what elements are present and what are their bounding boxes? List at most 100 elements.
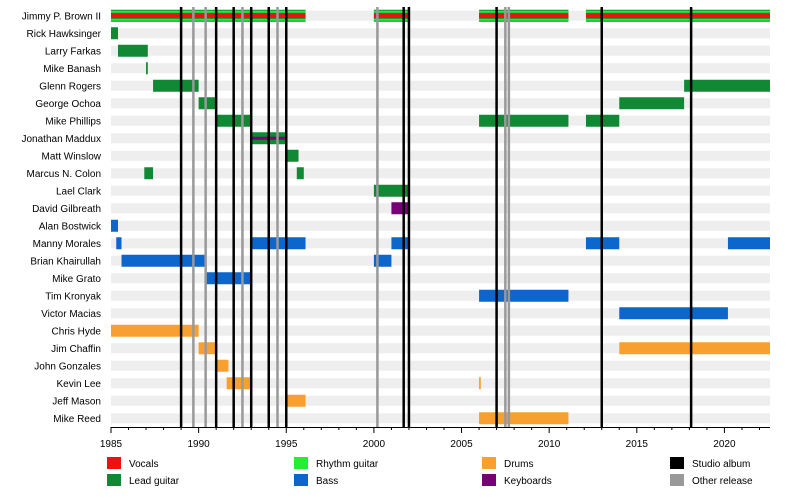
member-label-larry-farkas: Larry Farkas bbox=[45, 46, 101, 57]
member-label-mike-banash: Mike Banash bbox=[43, 64, 101, 75]
legend-swatch-lead-guitar bbox=[107, 474, 121, 486]
member-label-victor-macias: Victor Macias bbox=[41, 309, 101, 320]
row-band-jonathan-maddux bbox=[111, 133, 770, 144]
bar-marcus-n-colon-0 bbox=[144, 167, 154, 180]
bar-larry-farkas-0 bbox=[118, 44, 148, 57]
bar-lael-clark-0 bbox=[373, 184, 409, 197]
bar-victor-macias-0 bbox=[619, 307, 728, 320]
bar-mike-banash-0 bbox=[146, 62, 148, 75]
bar-jim-chaffin-0 bbox=[198, 342, 217, 355]
row-band-mike-reed bbox=[111, 413, 770, 424]
bar-jimmy-p-brown-ii-2-rhythm-top bbox=[479, 10, 569, 13]
row-band-george-ochoa bbox=[111, 98, 770, 109]
bar-jimmy-p-brown-ii-3-rhythm-bottom bbox=[585, 18, 770, 21]
tick-label-2015: 2015 bbox=[626, 439, 649, 450]
tick-label-2005: 2005 bbox=[450, 439, 473, 450]
bar-jimmy-p-brown-ii-1-rhythm-top bbox=[373, 10, 409, 13]
legend-swatch-keyboards bbox=[482, 474, 496, 486]
legend-swatch-vocals bbox=[107, 457, 121, 469]
bar-matt-winslow-0 bbox=[286, 149, 299, 162]
legend-swatch-rhythm-guitar bbox=[294, 457, 308, 469]
member-labels: Jimmy P. Brown II Rick Hawksinger Larry Fa… bbox=[21, 11, 102, 425]
bar-jimmy-p-brown-ii-1-rhythm-bottom bbox=[373, 18, 409, 21]
bar-jimmy-p-brown-ii-3-vocals bbox=[585, 13, 770, 18]
bar-alan-bostwick-0 bbox=[111, 219, 119, 232]
member-label-jeff-mason: Jeff Mason bbox=[52, 396, 101, 407]
bar-kevin-lee-0 bbox=[226, 377, 252, 390]
member-label-brian-khairullah: Brian Khairullah bbox=[30, 256, 101, 267]
legend-label-other-release: Other release bbox=[692, 476, 753, 487]
bar-mike-grato-0 bbox=[205, 272, 252, 285]
row-band-john-gonzales bbox=[111, 360, 770, 371]
bar-jimmy-p-brown-ii-2-rhythm-bottom bbox=[479, 18, 569, 21]
member-label-marcus-n-colon: Marcus N. Colon bbox=[27, 169, 101, 180]
bar-brian-khairullah-0 bbox=[121, 254, 206, 267]
row-band-rick-hawksinger bbox=[111, 28, 770, 39]
bar-marcus-n-colon-1 bbox=[296, 167, 304, 180]
member-label-manny-morales: Manny Morales bbox=[33, 239, 101, 250]
row-band-brian-khairullah bbox=[111, 255, 770, 266]
bar-manny-morales-4 bbox=[727, 237, 770, 250]
legend-label-studio-album: Studio album bbox=[692, 459, 750, 470]
tick-label-2020: 2020 bbox=[713, 439, 736, 450]
legend-label-lead-guitar: Lead guitar bbox=[129, 476, 180, 487]
bar-manny-morales-2 bbox=[391, 237, 409, 250]
legend-swatch-other-release bbox=[670, 474, 684, 486]
member-label-mike-reed: Mike Reed bbox=[53, 414, 101, 425]
bar-john-gonzales-0 bbox=[216, 359, 229, 372]
legend: Vocals Lead guitar Rhythm guitar Bass Drums K… bbox=[107, 457, 753, 487]
bar-tim-kronyak-0 bbox=[479, 289, 569, 302]
tick-label-1990: 1990 bbox=[188, 439, 211, 450]
bar-george-ochoa-1 bbox=[619, 97, 685, 110]
row-band-matt-winslow bbox=[111, 150, 770, 161]
member-label-mike-grato: Mike Grato bbox=[52, 274, 101, 285]
row-band-mike-banash bbox=[111, 63, 770, 74]
row-backgrounds bbox=[111, 10, 770, 424]
tick-label-1985: 1985 bbox=[100, 439, 123, 450]
row-band-jim-chaffin bbox=[111, 343, 770, 354]
row-band-victor-macias bbox=[111, 308, 770, 319]
row-band-tim-kronyak bbox=[111, 290, 770, 301]
member-label-lael-clark: Lael Clark bbox=[56, 186, 102, 197]
bar-mike-phillips-1 bbox=[479, 114, 569, 127]
member-label-jimmy-p-brown-ii: Jimmy P. Brown II bbox=[22, 11, 101, 22]
member-label-alan-bostwick: Alan Bostwick bbox=[39, 221, 102, 232]
row-band-kevin-lee bbox=[111, 378, 770, 389]
x-axis: 1985 1990 1995 2000 2005 2010 2015 2020 bbox=[100, 427, 770, 450]
member-label-kevin-lee: Kevin Lee bbox=[57, 379, 102, 390]
bar-rick-hawksinger-0 bbox=[111, 27, 119, 40]
member-label-chris-hyde: Chris Hyde bbox=[52, 326, 102, 337]
row-band-larry-farkas bbox=[111, 45, 770, 56]
legend-label-vocals: Vocals bbox=[129, 459, 158, 470]
tick-label-2000: 2000 bbox=[363, 439, 386, 450]
row-band-chris-hyde bbox=[111, 325, 770, 336]
bar-kevin-lee-1 bbox=[479, 377, 481, 390]
member-label-john-gonzales: John Gonzales bbox=[34, 361, 101, 372]
legend-swatch-bass bbox=[294, 474, 308, 486]
bar-manny-morales-0 bbox=[116, 237, 122, 250]
member-label-george-ochoa: George Ochoa bbox=[35, 99, 101, 110]
member-label-glenn-rogers: Glenn Rogers bbox=[39, 81, 101, 92]
bar-jimmy-p-brown-ii-0-vocals bbox=[111, 13, 306, 18]
member-label-rick-hawksinger: Rick Hawksinger bbox=[27, 29, 102, 40]
bar-jimmy-p-brown-ii-0-rhythm-bottom bbox=[111, 18, 306, 21]
row-band-jimmy-p-brown-ii bbox=[111, 10, 770, 21]
row-band-david-gilbreath bbox=[111, 203, 770, 214]
bar-george-ochoa-0 bbox=[198, 97, 217, 110]
bar-chris-hyde-0 bbox=[111, 324, 199, 337]
row-band-lael-clark bbox=[111, 185, 770, 196]
bar-glenn-rogers-1 bbox=[684, 79, 770, 92]
bar-jimmy-p-brown-ii-1-vocals bbox=[373, 13, 409, 18]
tick-label-1995: 1995 bbox=[275, 439, 298, 450]
row-band-jeff-mason bbox=[111, 395, 770, 406]
legend-swatch-drums bbox=[482, 457, 496, 469]
member-label-matt-winslow: Matt Winslow bbox=[42, 151, 102, 162]
row-band-alan-bostwick bbox=[111, 220, 770, 231]
legend-label-keyboards: Keyboards bbox=[504, 476, 552, 487]
bar-jeff-mason-0 bbox=[286, 394, 306, 407]
row-band-manny-morales bbox=[111, 238, 770, 249]
row-band-glenn-rogers bbox=[111, 80, 770, 91]
row-band-marcus-n-colon bbox=[111, 168, 770, 179]
bar-jimmy-p-brown-ii-3-rhythm-top bbox=[585, 10, 770, 13]
